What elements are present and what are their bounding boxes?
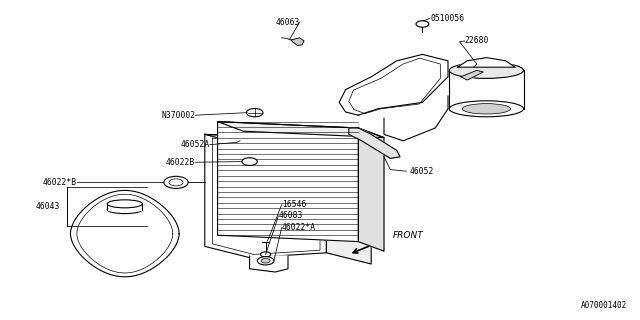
Ellipse shape [169,179,183,186]
Circle shape [242,158,257,165]
Text: 46043: 46043 [35,202,60,211]
Polygon shape [458,58,515,67]
Polygon shape [339,54,448,115]
Ellipse shape [449,101,524,117]
Ellipse shape [164,176,188,188]
Ellipse shape [108,200,143,208]
Text: 16546: 16546 [282,200,306,209]
Text: A070001402: A070001402 [581,301,627,310]
Text: 46022B: 46022B [166,158,195,167]
Text: 46022*A: 46022*A [282,223,316,232]
Polygon shape [349,128,400,158]
Text: 46083: 46083 [278,212,303,220]
Circle shape [260,252,271,257]
Circle shape [416,21,429,27]
Text: 22680: 22680 [465,36,489,45]
Polygon shape [461,70,483,80]
Text: FRONT: FRONT [392,231,423,240]
Text: 46022*B: 46022*B [43,178,77,187]
Polygon shape [205,134,371,150]
Polygon shape [291,38,304,45]
Polygon shape [218,122,384,138]
Circle shape [261,259,270,263]
Polygon shape [205,134,326,258]
Ellipse shape [108,206,143,214]
Polygon shape [358,128,384,251]
FancyBboxPatch shape [449,70,524,109]
Text: 46052A: 46052A [180,140,210,149]
Polygon shape [384,96,448,141]
Polygon shape [326,139,371,264]
Polygon shape [250,256,288,272]
Polygon shape [108,204,143,210]
Text: 0510056: 0510056 [430,14,464,23]
Ellipse shape [462,104,511,114]
Text: 46052: 46052 [410,167,434,176]
Text: N370002: N370002 [161,111,195,120]
Circle shape [257,257,274,265]
Polygon shape [70,190,179,277]
Polygon shape [218,122,358,242]
Ellipse shape [449,62,524,78]
Text: 46063: 46063 [275,18,300,27]
Circle shape [246,108,263,117]
